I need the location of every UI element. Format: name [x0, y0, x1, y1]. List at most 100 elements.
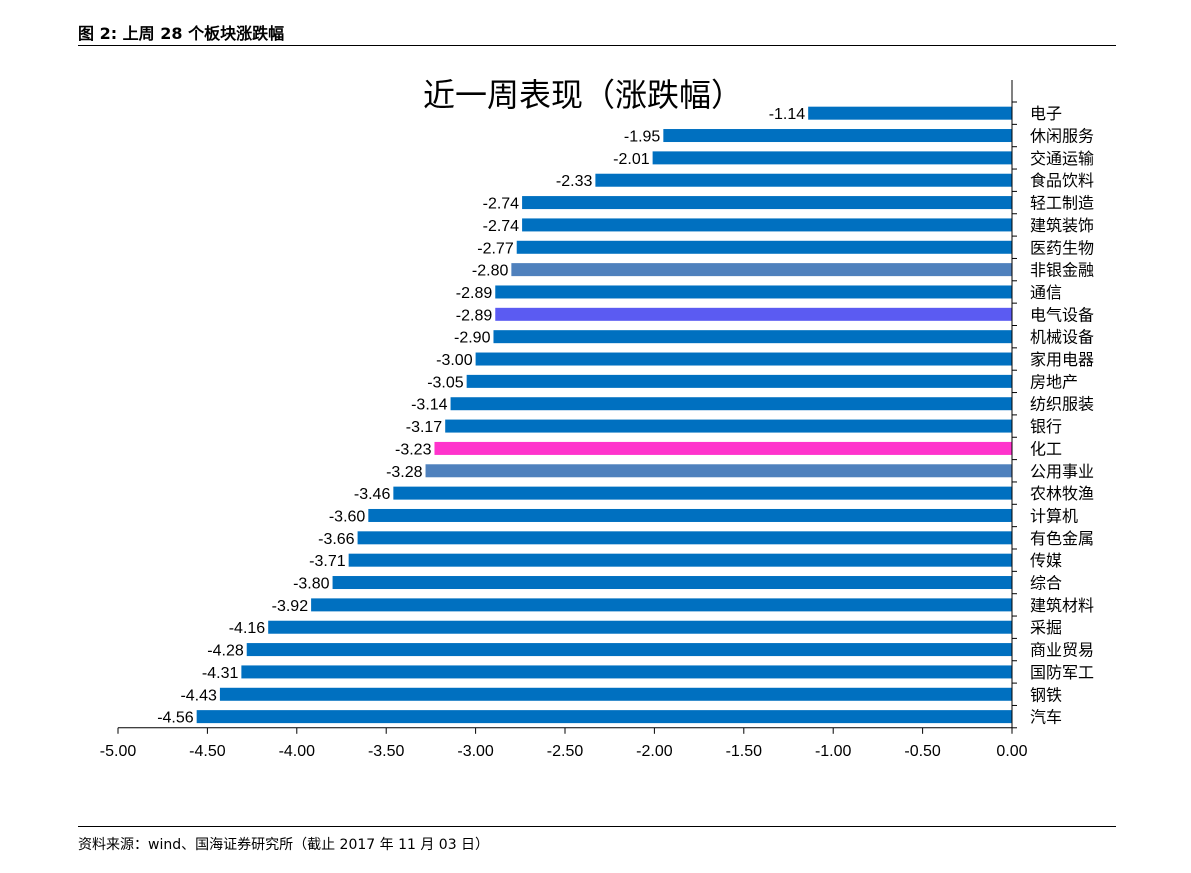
- category-label-27: 钢铁: [1030, 685, 1062, 704]
- footer-divider: [78, 826, 1116, 827]
- bar-1: [808, 106, 1012, 120]
- category-label-13: 房地产: [1030, 372, 1078, 391]
- value-label-25: -4.28: [207, 643, 244, 660]
- x-tick-label-6: -2.50: [547, 743, 584, 760]
- axes-group: -5.00 -4.50 -4.00 -3.50 -3.00 -2.50 -2.00 -1.50…: [100, 80, 1028, 760]
- bar-18: [393, 486, 1012, 500]
- figure-header: 图 2: 上周 28 个板块涨跌幅: [78, 24, 285, 43]
- bar-27: [219, 687, 1012, 701]
- bar-5: [522, 196, 1012, 210]
- category-label-7: 医药生物: [1030, 238, 1094, 257]
- value-label-14: -3.14: [411, 397, 448, 414]
- x-tick-label-8: -1.50: [726, 743, 763, 760]
- bar-4: [595, 173, 1012, 187]
- value-label-1: -1.14: [769, 106, 806, 123]
- category-label-8: 非银金融: [1030, 261, 1094, 280]
- value-label-28: -4.56: [157, 710, 194, 727]
- value-label-19: -3.60: [329, 508, 366, 525]
- chart-title: 近一周表现（涨跌幅）: [423, 76, 743, 114]
- category-label-20: 有色金属: [1030, 529, 1094, 548]
- value-label-7: -2.77: [477, 240, 514, 257]
- value-label-15: -3.17: [406, 419, 443, 436]
- category-label-23: 建筑材料: [1030, 596, 1094, 615]
- bar-7: [516, 240, 1012, 254]
- category-label-5: 轻工制造: [1030, 194, 1094, 213]
- category-label-17: 公用事业: [1030, 462, 1094, 481]
- x-tick-label-7: -2.00: [636, 743, 673, 760]
- value-label-11: -2.90: [454, 330, 491, 347]
- category-label-3: 交通运输: [1030, 149, 1094, 168]
- bar-8: [511, 263, 1012, 277]
- value-label-22: -3.80: [293, 576, 330, 593]
- value-label-3: -2.01: [613, 151, 650, 168]
- value-label-9: -2.89: [456, 285, 493, 302]
- value-labels-group: -1.14 -1.95 -2.01 -2.33 -2.74 -2.74 -2.77 -2.80…: [157, 106, 805, 726]
- value-label-18: -3.46: [354, 486, 391, 503]
- value-label-2: -1.95: [624, 129, 661, 146]
- source-note: 资料来源：wind、国海证券研究所（截止 2017 年 11 月 03 日）: [78, 837, 490, 853]
- category-label-4: 食品饮料: [1030, 171, 1094, 190]
- value-label-6: -2.74: [483, 218, 520, 235]
- bar-16: [434, 441, 1012, 455]
- category-label-24: 采掘: [1030, 618, 1062, 637]
- value-label-21: -3.71: [309, 553, 346, 570]
- bar-22: [332, 576, 1012, 590]
- bar-28: [196, 710, 1012, 724]
- category-label-16: 化工: [1030, 439, 1062, 458]
- bar-2: [663, 129, 1012, 143]
- x-tick-label-11: 0.00: [996, 743, 1027, 760]
- bar-19: [368, 508, 1012, 522]
- category-label-15: 银行: [1030, 417, 1062, 436]
- value-label-10: -2.89: [456, 307, 493, 324]
- x-tick-label-3: -4.00: [279, 743, 316, 760]
- bars-group: [196, 106, 1013, 724]
- bar-9: [495, 285, 1012, 299]
- x-tick-label-2: -4.50: [189, 743, 226, 760]
- bar-3: [652, 151, 1012, 165]
- category-labels-group: 电子休闲服务交通运输食品饮料轻工制造建筑装饰医药生物非银金融通信电气设备机械设备…: [1030, 104, 1094, 726]
- category-label-12: 家用电器: [1030, 350, 1094, 369]
- value-label-5: -2.74: [483, 196, 520, 213]
- value-label-20: -3.66: [318, 531, 355, 548]
- category-label-9: 通信: [1030, 283, 1062, 302]
- category-label-6: 建筑装饰: [1030, 216, 1094, 235]
- value-label-4: -2.33: [556, 173, 593, 190]
- header-divider: [78, 45, 1116, 46]
- bar-20: [357, 531, 1012, 545]
- category-label-19: 计算机: [1030, 506, 1078, 525]
- value-label-12: -3.00: [436, 352, 473, 369]
- bar-21: [348, 553, 1013, 567]
- bar-6: [522, 218, 1012, 232]
- value-label-16: -3.23: [395, 441, 432, 458]
- x-tick-label-10: -0.50: [904, 743, 941, 760]
- category-label-2: 休闲服务: [1030, 127, 1094, 146]
- category-label-14: 纺织服装: [1030, 395, 1094, 414]
- bar-13: [466, 374, 1012, 388]
- value-label-24: -4.16: [229, 620, 266, 637]
- bar-25: [246, 643, 1013, 657]
- category-label-21: 传媒: [1030, 551, 1062, 570]
- bar-12: [475, 352, 1013, 366]
- value-label-27: -4.43: [180, 687, 217, 704]
- bar-17: [425, 464, 1012, 478]
- x-tick-label-4: -3.50: [368, 743, 405, 760]
- x-tick-label-1: -5.00: [100, 743, 137, 760]
- bar-14: [450, 397, 1012, 411]
- bar-10: [495, 307, 1012, 321]
- bar-23: [311, 598, 1012, 612]
- category-label-28: 汽车: [1030, 708, 1062, 727]
- bar-26: [241, 665, 1012, 679]
- value-label-8: -2.80: [472, 263, 509, 280]
- value-label-23: -3.92: [272, 598, 309, 615]
- value-label-26: -4.31: [202, 665, 239, 682]
- value-label-17: -3.28: [386, 464, 423, 481]
- category-label-10: 电气设备: [1030, 305, 1094, 324]
- x-tick-label-9: -1.00: [815, 743, 852, 760]
- bar-15: [445, 419, 1013, 433]
- category-label-18: 农林牧渔: [1030, 484, 1094, 503]
- value-label-13: -3.05: [427, 374, 464, 391]
- category-label-26: 国防军工: [1030, 663, 1094, 682]
- category-label-1: 电子: [1030, 104, 1062, 123]
- category-label-22: 综合: [1030, 574, 1062, 593]
